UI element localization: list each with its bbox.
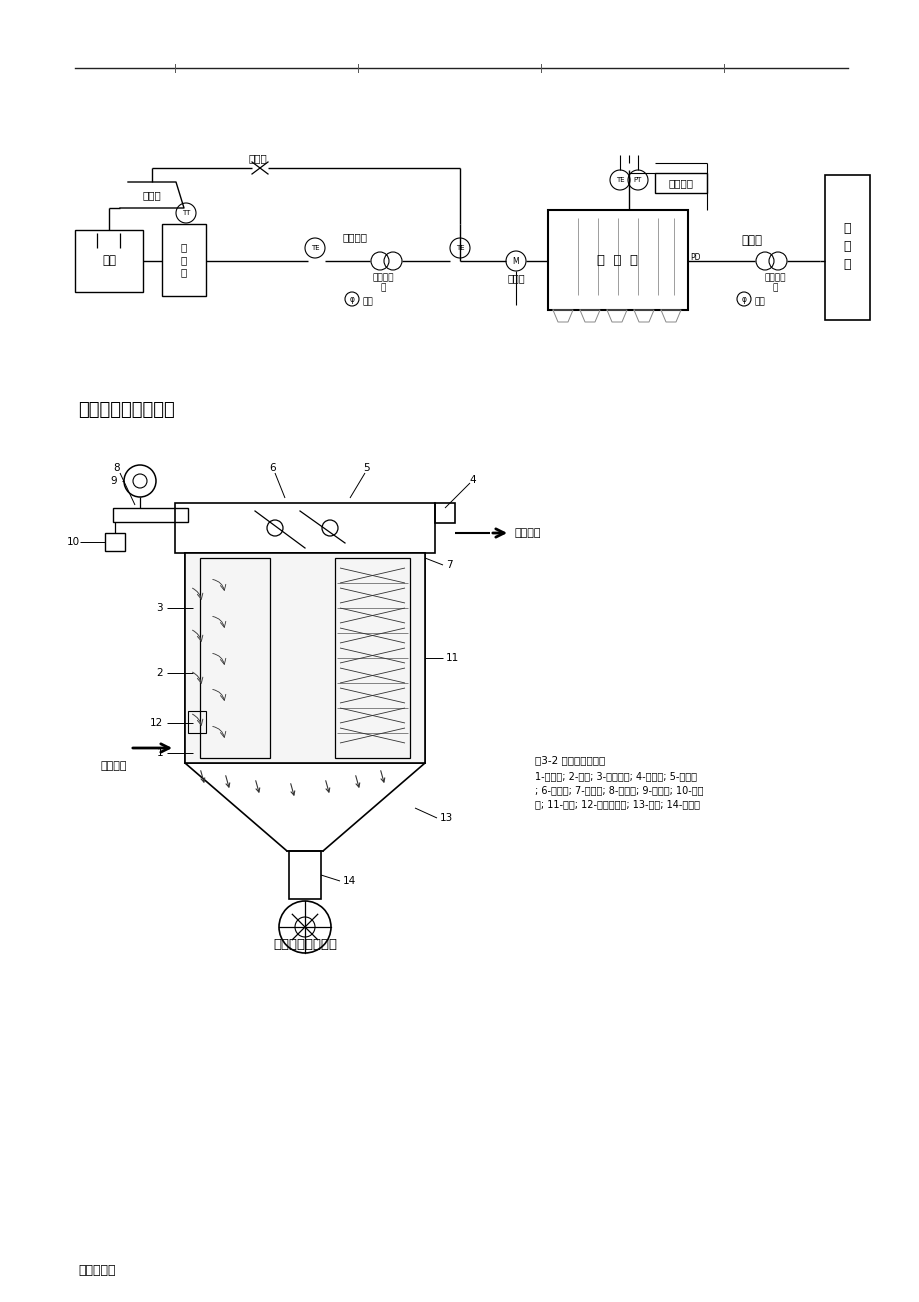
Text: 10: 10 [67, 536, 80, 547]
Text: 图3-2 脉冲袋式除尘器: 图3-2 脉冲袋式除尘器 [535, 755, 605, 766]
Text: 11: 11 [446, 654, 459, 663]
Text: 野风阀: 野风阀 [506, 273, 524, 283]
Text: 排
气
筒: 排 气 筒 [843, 223, 850, 272]
Text: 电炉: 电炉 [102, 254, 116, 267]
Text: 除  尘  器: 除 尘 器 [596, 254, 638, 267]
Text: 电机: 电机 [362, 297, 373, 306]
Text: 电机: 电机 [754, 297, 765, 306]
Bar [289, 852, 321, 898]
Text: φ: φ [349, 294, 354, 303]
Text: 2: 2 [156, 668, 163, 678]
Bar [185, 553, 425, 763]
Text: 阀; 11-框架; 12-脉冲控制仪; 13-灰斗; 14-排灰阀: 阀; 11-框架; 12-脉冲控制仪; 13-灰斗; 14-排灰阀 [535, 799, 699, 809]
Text: PD: PD [689, 254, 699, 263]
Text: 8: 8 [114, 464, 120, 473]
Text: 学习好帮手: 学习好帮手 [78, 1263, 116, 1276]
Text: 袋式除尘器结构图: 袋式除尘器结构图 [273, 939, 336, 952]
Text: 器: 器 [771, 284, 777, 293]
Text: 屋顶罩: 屋顶罩 [142, 190, 161, 201]
Text: TT: TT [182, 210, 190, 216]
Text: φ: φ [741, 294, 745, 303]
Bar [654, 173, 706, 193]
Text: 净化气体: 净化气体 [515, 529, 541, 538]
Bar [187, 711, 206, 733]
Text: 3: 3 [156, 603, 163, 613]
Bar [185, 553, 425, 763]
Bar [105, 533, 125, 551]
Text: PT: PT [633, 177, 641, 184]
Text: 1-进气口; 2-滤袋; 3-中部箱体; 4-排气口; 5-上箱体: 1-进气口; 2-滤袋; 3-中部箱体; 4-排气口; 5-上箱体 [535, 771, 697, 781]
Text: 燃
烧
室: 燃 烧 室 [181, 242, 187, 277]
Text: ; 6-喷射管; 7-文氏管; 8-空气包; 9-脉冲阀; 10-控制: ; 6-喷射管; 7-文氏管; 8-空气包; 9-脉冲阀; 10-控制 [535, 785, 703, 796]
Text: 9: 9 [110, 477, 117, 486]
Text: TE: TE [615, 177, 624, 184]
Text: 5: 5 [363, 464, 370, 473]
Text: 6: 6 [269, 464, 276, 473]
Bar [435, 503, 455, 523]
Text: 12: 12 [150, 717, 163, 728]
Text: TE: TE [311, 245, 319, 251]
Bar [335, 559, 410, 758]
Text: 二次阀: 二次阀 [248, 154, 267, 163]
Bar [548, 210, 687, 310]
Text: 主风机: 主风机 [741, 233, 762, 246]
Bar [162, 224, 206, 296]
Text: 4: 4 [470, 475, 476, 486]
Text: 7: 7 [446, 560, 452, 570]
Text: 气源处理: 气源处理 [668, 178, 693, 187]
Text: 增压风机: 增压风机 [342, 232, 367, 242]
Text: 13: 13 [439, 812, 453, 823]
Bar [185, 553, 425, 763]
Text: 1: 1 [156, 749, 163, 758]
Text: 14: 14 [343, 876, 356, 885]
Bar [824, 174, 869, 320]
Text: 液力偶合: 液力偶合 [764, 273, 785, 283]
Text: 器: 器 [380, 284, 385, 293]
Text: 液力偶合: 液力偶合 [372, 273, 393, 283]
Bar [75, 230, 142, 292]
Text: TE: TE [455, 245, 464, 251]
Bar [113, 508, 187, 522]
Bar [175, 503, 435, 553]
Text: 含尘气体: 含尘气体 [100, 760, 127, 771]
Text: 说明布袋式除尘器：: 说明布袋式除尘器： [78, 401, 175, 419]
Text: M: M [512, 256, 518, 266]
Bar [199, 559, 269, 758]
